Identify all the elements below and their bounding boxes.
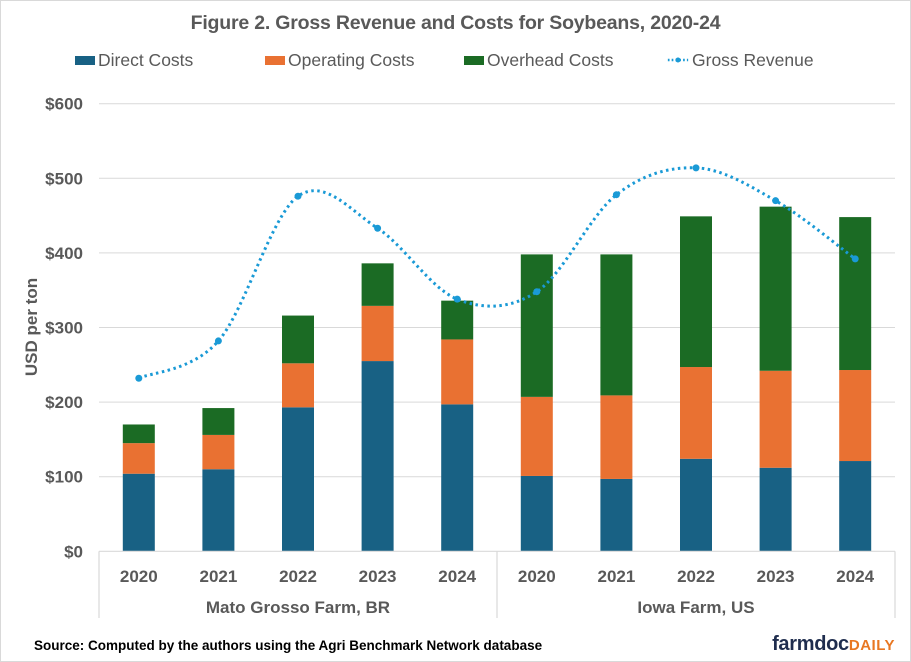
bar-operating-costs: [839, 370, 872, 462]
legend-swatch-operating-costs: [265, 55, 285, 65]
bar-operating-costs: [122, 443, 155, 474]
y-axis-ticks: $0 $100 $200 $300 $400 $500 $600: [45, 95, 83, 562]
y-tick-label: $0: [64, 542, 83, 561]
legend-item-direct-costs: Direct Costs: [75, 49, 193, 71]
bar-overhead-costs: [520, 254, 553, 397]
bar-overhead-costs: [839, 217, 872, 371]
revenue-point: [851, 255, 859, 263]
y-tick-label: $200: [45, 393, 83, 412]
revenue-point: [453, 295, 461, 303]
bar-operating-costs: [361, 305, 394, 362]
bar-operating-costs: [680, 367, 712, 459]
group-label: Iowa Farm, US: [637, 598, 754, 617]
bar-operating-costs: [441, 339, 474, 405]
x-tick-label: 2022: [677, 567, 715, 586]
bar-operating-costs: [282, 363, 314, 408]
logo-accent: DAILY: [848, 637, 895, 654]
revenue-point: [294, 192, 302, 200]
bar-overhead-costs: [600, 254, 633, 396]
x-tick-label: 2020: [518, 567, 556, 586]
chart-title: Figure 2. Gross Revenue and Costs for So…: [190, 12, 721, 34]
logo-main: farmdoc: [772, 633, 849, 655]
x-tick-label: 2024: [836, 567, 874, 586]
legend-item-operating-costs: Operating Costs: [265, 49, 414, 71]
revenue-point: [214, 337, 222, 345]
y-tick-label: $500: [45, 169, 83, 188]
source-note: Source: Computed by the authors using th…: [34, 638, 543, 653]
bar-overhead-costs: [441, 300, 474, 340]
revenue-point: [612, 191, 620, 199]
bar-direct-costs: [361, 361, 394, 552]
revenue-point: [374, 224, 382, 232]
revenue-point: [692, 164, 700, 172]
legend-swatch-overhead-costs: [464, 55, 484, 65]
bar-operating-costs: [759, 370, 792, 468]
bar-overhead-costs: [122, 424, 155, 444]
revenue-point: [772, 197, 780, 205]
x-axis: 2020 2021 2022 2023 2024 2020 2021 2022 2023 2024…: [98, 550, 896, 618]
x-tick-label: 2023: [757, 567, 795, 586]
legend-label: Overhead Costs: [487, 49, 614, 70]
y-tick-label: $300: [45, 319, 83, 338]
bar-operating-costs: [520, 396, 553, 476]
bar-operating-costs: [202, 434, 235, 470]
group-label: Mato Grosso Farm, BR: [206, 598, 390, 617]
legend-label: Operating Costs: [288, 49, 415, 70]
bars: [122, 206, 872, 552]
x-tick-label: 2023: [359, 567, 397, 586]
bar-direct-costs: [282, 407, 314, 552]
revenue-line-path: [138, 166, 857, 380]
bar-direct-costs: [122, 473, 155, 552]
bar-direct-costs: [520, 475, 553, 552]
y-tick-label: $600: [45, 95, 83, 114]
revenue-point: [533, 288, 541, 296]
farmdoc-daily-logo: farmdocDAILY: [772, 633, 895, 656]
bar-operating-costs: [600, 395, 633, 479]
x-tick-label: 2024: [438, 567, 476, 586]
x-tick-label: 2022: [279, 567, 317, 586]
legend-item-overhead-costs: Overhead Costs: [464, 49, 613, 71]
bar-overhead-costs: [282, 315, 314, 364]
bar-direct-costs: [759, 467, 792, 552]
bar-direct-costs: [680, 458, 712, 552]
legend: Direct Costs Operating Costs Overhead Co…: [0, 49, 911, 71]
x-tick-label: 2021: [597, 567, 635, 586]
x-tick-label: 2021: [199, 567, 237, 586]
bar-overhead-costs: [680, 216, 712, 368]
legend-label: Direct Costs: [98, 49, 194, 70]
x-tick-label: 2020: [120, 567, 158, 586]
bar-overhead-costs: [361, 263, 394, 306]
legend-swatch-gross-revenue: [667, 57, 689, 63]
bar-direct-costs: [202, 469, 235, 552]
y-tick-label: $100: [45, 468, 83, 487]
bar-overhead-costs: [759, 206, 792, 371]
bar-direct-costs: [600, 478, 633, 552]
revenue-line: [135, 164, 859, 382]
legend-swatch-direct-costs: [75, 55, 95, 65]
revenue-point: [135, 374, 143, 382]
bar-overhead-costs: [202, 408, 235, 435]
bar-direct-costs: [441, 404, 474, 552]
legend-item-gross-revenue: Gross Revenue: [667, 49, 814, 71]
legend-label: Gross Revenue: [692, 49, 814, 70]
y-tick-label: $400: [45, 244, 83, 263]
bar-direct-costs: [839, 461, 872, 552]
